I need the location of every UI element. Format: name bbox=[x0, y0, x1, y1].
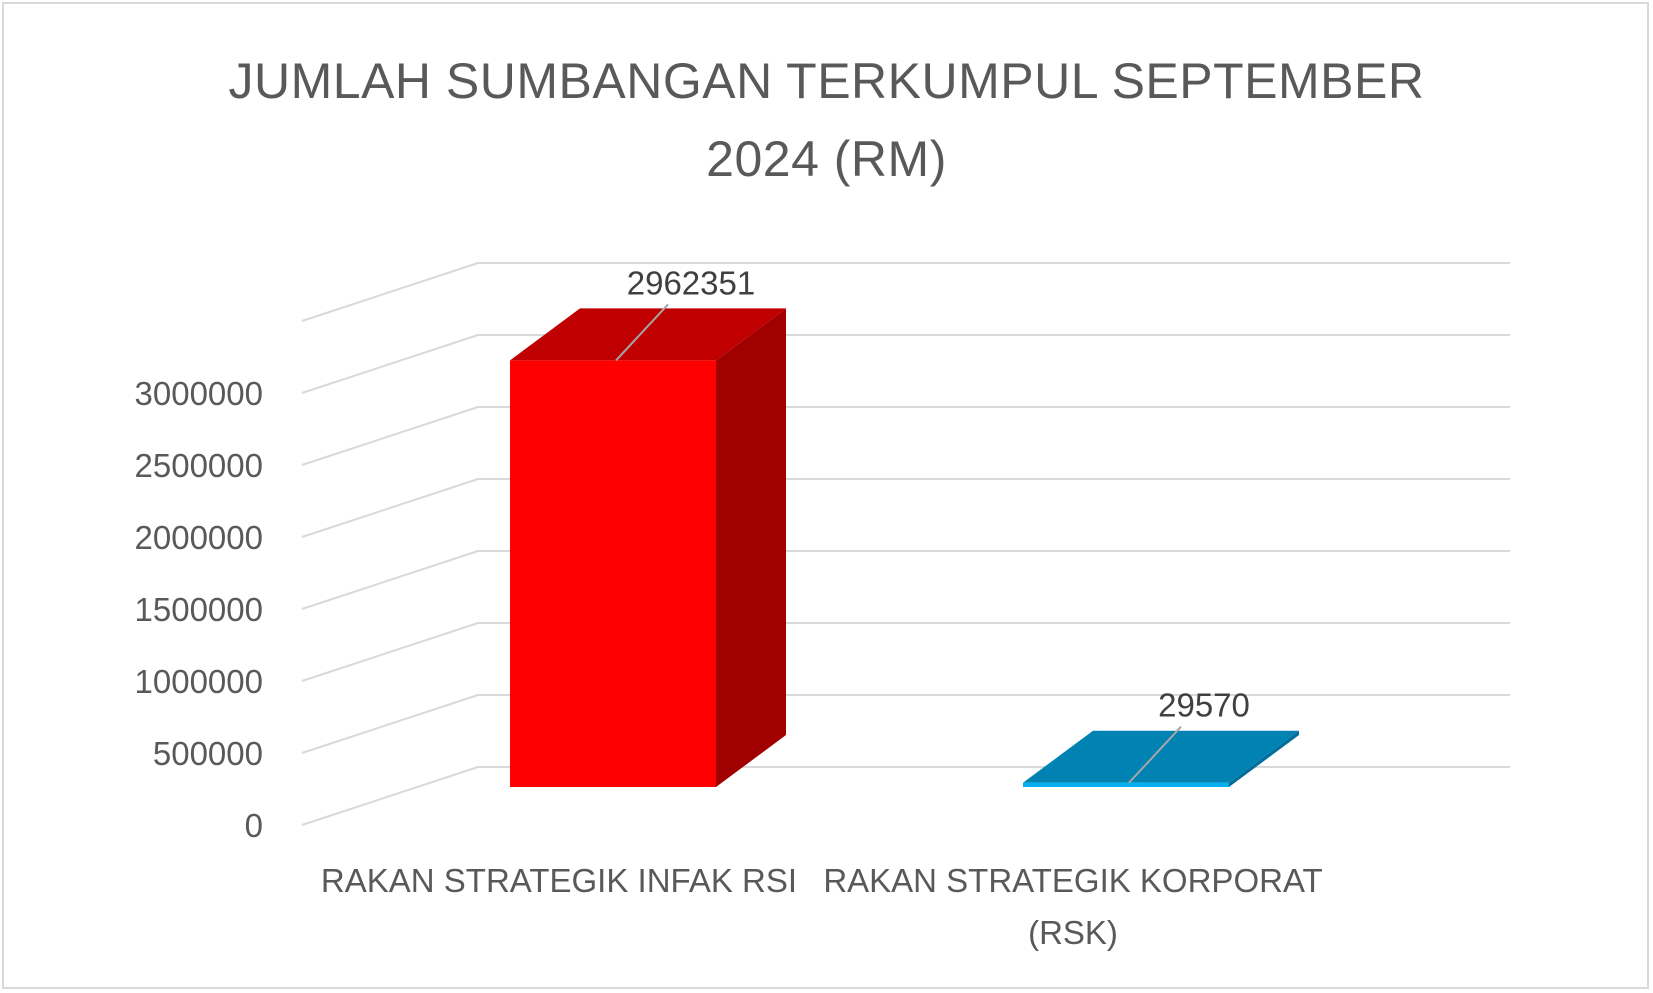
y-tick-label: 2500000 bbox=[135, 447, 263, 484]
gridline-side bbox=[301, 550, 479, 610]
gridline-side bbox=[301, 694, 479, 754]
gridline-side bbox=[301, 406, 479, 466]
gridline-side bbox=[301, 478, 479, 538]
chart-title-line-1: JUMLAH SUMBANGAN TERKUMPUL SEPTEMBER bbox=[228, 53, 1425, 109]
bar-top bbox=[1023, 730, 1299, 783]
y-tick-label: 2000000 bbox=[135, 519, 263, 556]
x-category-label: RAKAN STRATEGIK KORPORAT bbox=[823, 862, 1322, 899]
x-category-label: (RSK) bbox=[1028, 914, 1118, 951]
y-tick-label: 1000000 bbox=[135, 663, 263, 700]
gridline-side bbox=[301, 766, 479, 826]
bar-top bbox=[510, 308, 786, 361]
chart-title: JUMLAH SUMBANGAN TERKUMPUL SEPTEMBER 202… bbox=[0, 42, 1653, 198]
y-tick-label: 0 bbox=[245, 807, 263, 844]
gridline-side bbox=[301, 622, 479, 682]
bar bbox=[510, 360, 716, 787]
gridline-side bbox=[301, 262, 479, 322]
y-tick-label: 500000 bbox=[153, 735, 263, 772]
x-category-label: RAKAN STRATEGIK INFAK RSI bbox=[321, 862, 797, 899]
y-tick-label: 3000000 bbox=[135, 375, 263, 412]
bar bbox=[1023, 782, 1229, 787]
data-label: 2962351 bbox=[627, 264, 755, 301]
bar-side bbox=[716, 308, 786, 787]
data-label: 29570 bbox=[1158, 687, 1250, 724]
data-label-leader bbox=[615, 303, 669, 362]
data-label-leader bbox=[1128, 726, 1182, 784]
chart-title-line-2: 2024 (RM) bbox=[706, 131, 947, 187]
gridline-side bbox=[301, 334, 479, 394]
y-tick-label: 1500000 bbox=[135, 591, 263, 628]
bar-side bbox=[1229, 730, 1299, 787]
